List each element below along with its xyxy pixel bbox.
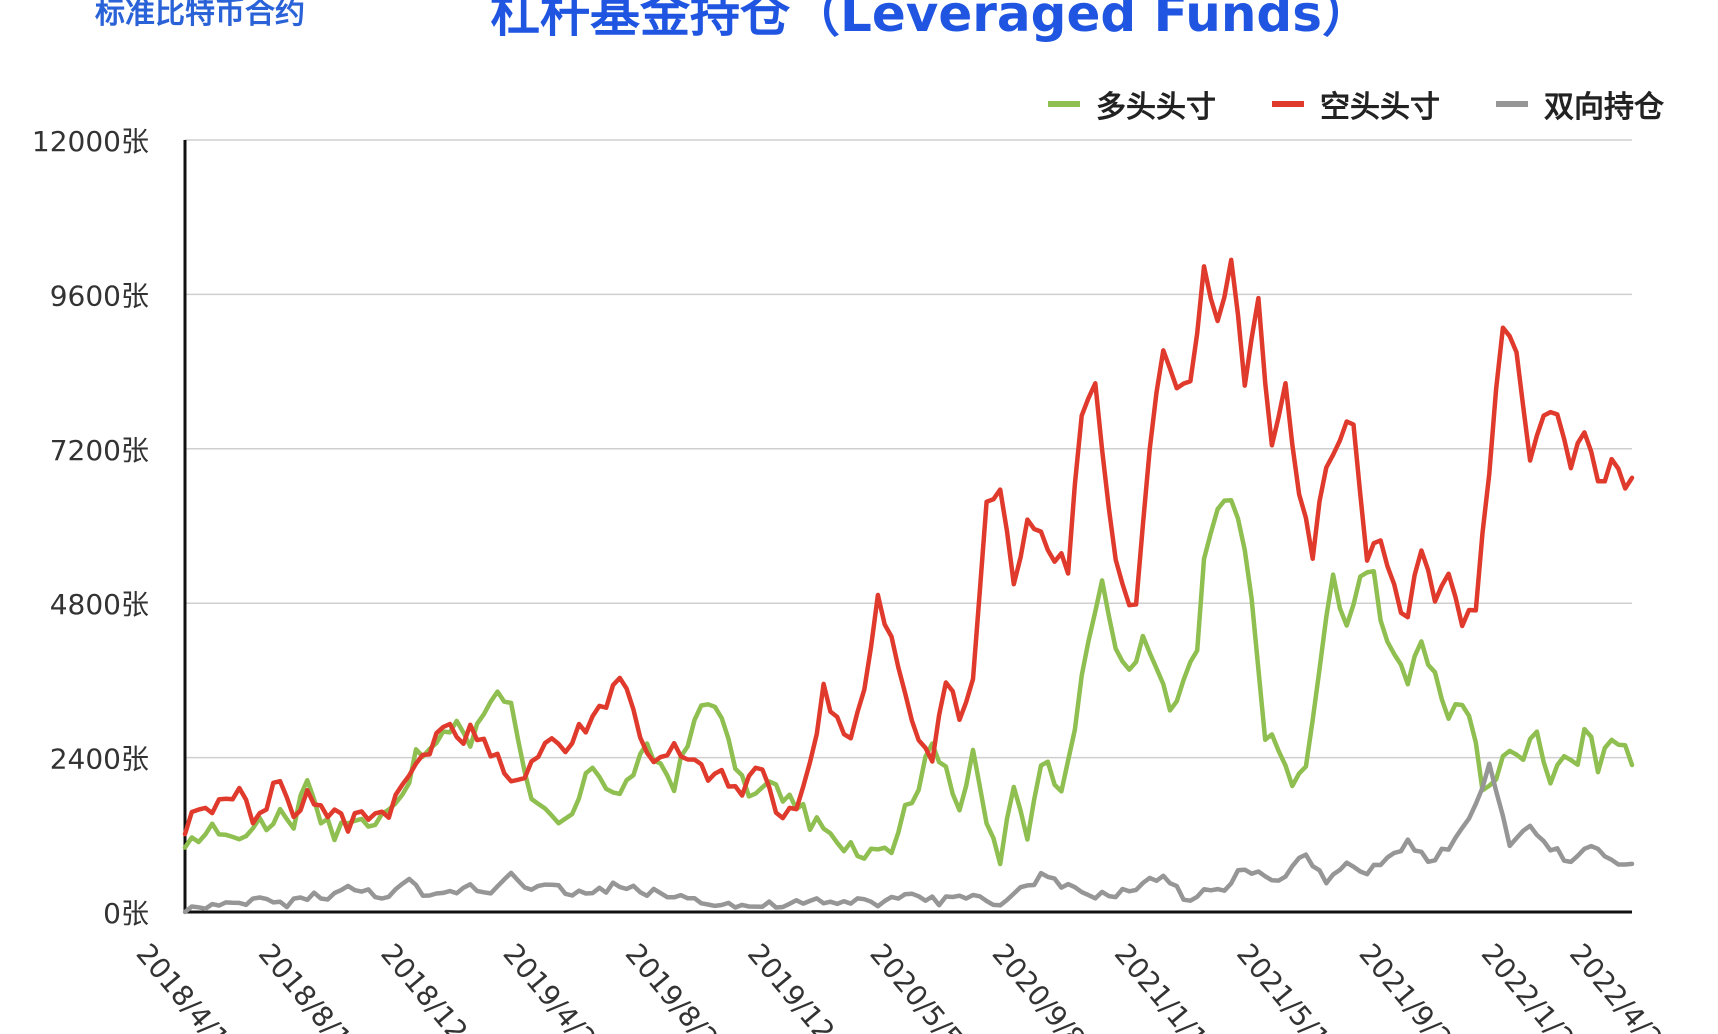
legend-item-short: 空头头寸: [1272, 82, 1440, 126]
series-line-long: [182, 498, 1635, 867]
x-tick-label: 2020/5/5: [863, 937, 969, 1034]
x-tick-label: 2018/4/10: [130, 937, 248, 1034]
y-tick-label: 0张: [103, 897, 149, 930]
x-tick-label: 2019/8/27: [619, 937, 737, 1034]
x-tick-label: 2021/5/18: [1230, 937, 1348, 1034]
series-line-spread: [182, 761, 1635, 915]
x-tick-label: 2019/12/31: [741, 937, 870, 1034]
chart-legend: 多头头寸 空头头寸 双向持仓: [1048, 82, 1664, 126]
x-tick-label: 2018/12/18: [374, 937, 503, 1034]
x-tick-label: 2021/1/12: [1108, 937, 1226, 1034]
legend-label-long: 多头头寸: [1096, 90, 1216, 125]
legend-item-long: 多头头寸: [1048, 82, 1216, 126]
contract-label: 标准比特币合约: [95, 0, 305, 31]
legend-swatch-long: [1048, 101, 1080, 107]
x-tick-label: 2021/9/21: [1352, 937, 1470, 1034]
legend-label-short: 空头头寸: [1320, 90, 1440, 125]
y-tick-label: 7200张: [50, 434, 149, 467]
y-tick-label: 9600张: [50, 279, 149, 312]
x-tick-label: 2020/9/8: [986, 937, 1092, 1034]
y-tick-label: 2400张: [50, 743, 149, 776]
legend-label-spread: 双向持仓: [1544, 90, 1664, 125]
y-tick-label: 4800张: [50, 588, 149, 621]
chart-title: 杠杆基金持仓（Leveraged Funds）: [490, 0, 1372, 43]
legend-swatch-short: [1272, 101, 1304, 107]
y-tick-label: 12000张: [32, 125, 149, 158]
x-tick-label: 2018/8/14: [252, 937, 370, 1034]
x-tick-label: 2019/4/23: [496, 937, 614, 1034]
legend-item-spread: 双向持仓: [1496, 82, 1664, 126]
legend-swatch-spread: [1496, 101, 1528, 107]
x-tick-label: 2022/4/26: [1563, 937, 1681, 1034]
series-line-short: [182, 257, 1635, 837]
